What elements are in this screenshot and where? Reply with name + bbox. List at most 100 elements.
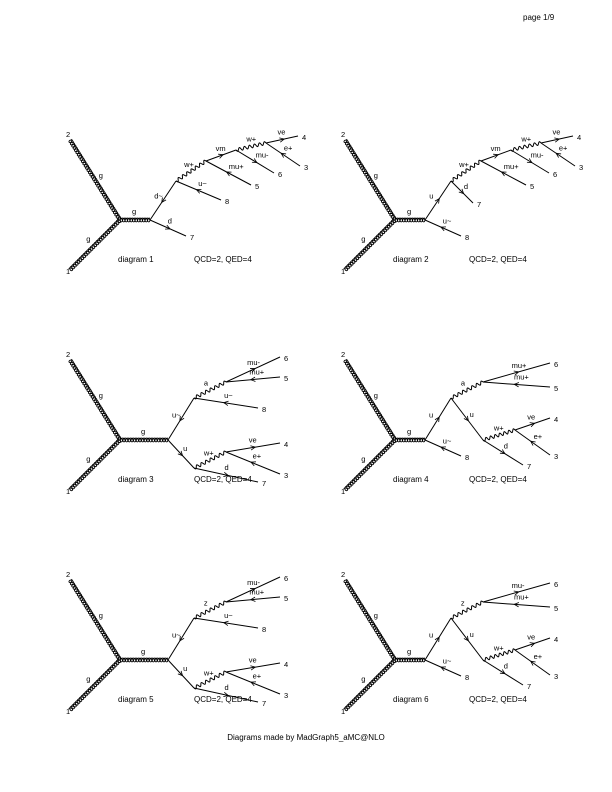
propagator-fermion: u <box>424 617 452 661</box>
propagator-fermion: ve <box>265 128 299 144</box>
leg-number: 4 <box>284 440 288 449</box>
particle-label: g <box>141 427 145 436</box>
fermion-arrow <box>251 158 258 164</box>
propagator-fermion: ve <box>514 632 551 651</box>
particle-label: u~ <box>224 391 233 400</box>
propagator-gluon: g <box>68 218 122 272</box>
propagator-fermion: e+ <box>540 142 576 167</box>
leg-number: 8 <box>225 197 229 206</box>
propagator-fermion: mu+ <box>225 368 281 383</box>
propagator-fermion: ve <box>225 656 281 673</box>
particle-label: u~ <box>172 630 181 639</box>
diagram-5: g g g u~ u~ z mu-mu+ u d w+ ve e+ 1 2 3 4 5 6 7 8 diagram 5… <box>66 495 368 735</box>
fermion-line <box>482 362 551 383</box>
particle-label: mu+ <box>249 368 264 377</box>
diagram-5-graph: g g g u~ u~ z mu-mu+ u d w+ ve e+ 1 2 3 4 5 6 7 8 <box>66 570 288 716</box>
particle-label: d <box>225 683 229 692</box>
leg-number: 8 <box>465 233 469 242</box>
leg-number: 4 <box>284 660 288 669</box>
leg-number: 5 <box>255 182 259 191</box>
particle-label: w+ <box>458 160 469 169</box>
propagator-boson: w+ <box>235 135 267 152</box>
fermion-arrow <box>529 642 536 648</box>
particle-label: u <box>470 410 474 419</box>
leg-number: 1 <box>66 487 70 496</box>
fermion-line <box>482 601 551 608</box>
propagator-boson: w+ <box>175 159 207 183</box>
propagator-gluon: g <box>343 578 397 661</box>
fermion-line <box>424 439 462 457</box>
propagator-boson: w+ <box>450 159 482 183</box>
leg-number: 1 <box>66 707 70 716</box>
propagator-fermion: e+ <box>225 672 281 695</box>
leg-number: 5 <box>284 374 288 383</box>
diagram-6-graph: g g g u~ u z mu-mu+ u d w+ ve e+ 1 2 3 4 5 6 7 8 <box>341 570 558 716</box>
boson-line <box>193 600 227 620</box>
leg-number: 1 <box>341 267 345 276</box>
leg-number: 1 <box>341 707 345 716</box>
boson-line <box>235 141 267 152</box>
particle-label: g <box>132 207 136 216</box>
gluon-line <box>343 438 397 492</box>
particle-label: ve <box>278 128 286 137</box>
particle-label: mu- <box>247 578 260 587</box>
leg-number: 3 <box>284 691 288 700</box>
propagator-fermion: mu- <box>235 149 275 174</box>
propagator-fermion: u~ <box>193 391 259 409</box>
particle-label: d <box>464 182 468 191</box>
leg-number: 6 <box>554 360 558 369</box>
propagator-fermion: d <box>450 180 474 204</box>
fermion-line <box>193 617 259 629</box>
particle-label: u~ <box>224 611 233 620</box>
particle-label: g <box>407 647 411 656</box>
propagator-fermion: d~ <box>149 180 177 221</box>
fermion-line <box>225 662 281 673</box>
particle-label: w+ <box>520 135 531 144</box>
propagator-fermion: u~ <box>424 437 462 457</box>
gluon-line <box>119 217 151 223</box>
fermion-arrow <box>222 620 229 626</box>
propagator-fermion: u <box>167 659 195 689</box>
particle-label: mu+ <box>504 162 519 171</box>
propagator-gluon: g <box>343 438 397 492</box>
fermion-arrow <box>434 416 440 423</box>
fermion-line <box>265 135 299 144</box>
gluon-line <box>68 658 122 712</box>
leg-number: 7 <box>477 200 481 209</box>
propagator-fermion: d <box>193 463 259 483</box>
particle-label: mu+ <box>514 593 529 602</box>
particle-label: mu- <box>512 581 525 590</box>
particle-label: a <box>461 379 466 388</box>
particle-label: g <box>99 391 103 400</box>
particle-label: g <box>86 234 90 243</box>
fermion-arrow <box>165 224 171 230</box>
fermion-arrow <box>250 681 256 687</box>
propagator-fermion: e+ <box>265 142 301 167</box>
particle-label: vm <box>491 144 501 153</box>
fermion-arrow <box>499 669 506 675</box>
diagram-3: g g g u~ u~ a mu-mu+ u d w+ ve e+ 1 2 3 4 5 6 7 8 diagram 3… <box>66 275 368 515</box>
gluon-line <box>68 138 122 221</box>
diagram-3-graph: g g g u~ u~ a mu-mu+ u d w+ ve e+ 1 2 3 4 5 6 7 8 <box>66 350 288 496</box>
page-number: page 1/9 <box>523 13 555 22</box>
particle-label: mu+ <box>512 361 527 370</box>
fermion-line <box>514 429 551 456</box>
propagator-fermion: e+ <box>514 429 551 456</box>
fermion-arrow <box>280 152 287 158</box>
propagator-fermion: u~ <box>424 657 462 677</box>
gluon-line <box>343 658 397 712</box>
particle-label: z <box>204 599 208 608</box>
fermion-arrow <box>177 450 184 457</box>
fermion-line <box>424 659 462 677</box>
fermion-line <box>205 149 237 162</box>
fermion-line <box>482 582 551 603</box>
fermion-arrow <box>161 197 167 204</box>
leg-number: 4 <box>554 415 558 424</box>
fermion-arrow <box>513 602 520 608</box>
propagator-boson: a <box>450 379 484 400</box>
propagator-gluon: g <box>68 658 122 712</box>
particle-label: g <box>99 611 103 620</box>
fermion-line <box>450 180 474 204</box>
propagator-gluon: g <box>68 358 122 441</box>
particle-label: e+ <box>534 652 543 661</box>
